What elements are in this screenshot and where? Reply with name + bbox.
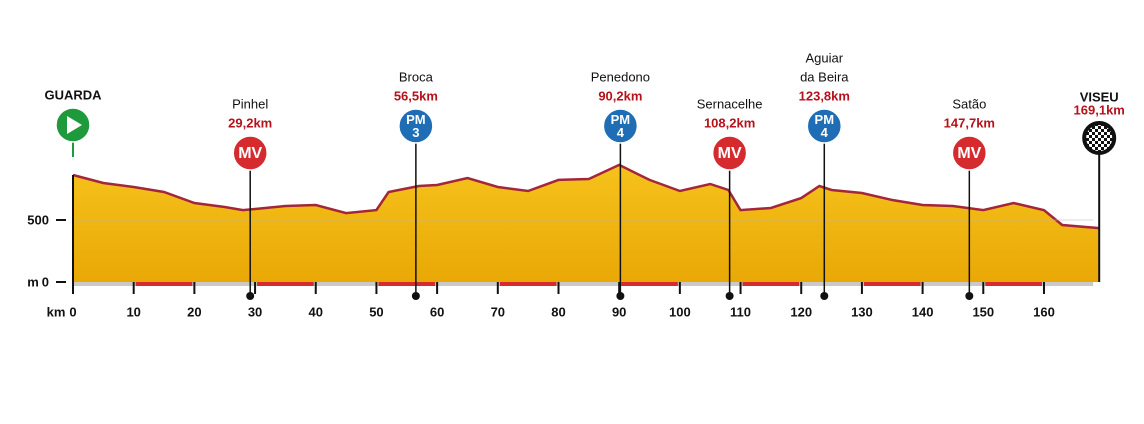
profile-area <box>73 164 1100 282</box>
checkpoint: PM4 123,8km da Beira Aguiar <box>799 50 850 300</box>
badge-text: 3 <box>412 125 419 140</box>
x-axis-segment <box>985 282 1042 286</box>
checkpoint-km: 169,1km <box>1074 102 1125 117</box>
x-tick-label: 70 <box>491 304 505 319</box>
x-tick-label: 30 <box>248 304 262 319</box>
start-icon <box>67 116 82 134</box>
checkpoint: MV 147,7km Satão <box>944 96 995 300</box>
badge-text: PM <box>815 112 835 127</box>
checkpoint-name: Broca <box>399 69 434 84</box>
x-tick-label: 160 <box>1033 304 1055 319</box>
checkpoint-name: Pinhel <box>232 96 268 111</box>
checkpoint-name: Satão <box>952 96 986 111</box>
x-tick-label: 60 <box>430 304 444 319</box>
checkpoint-km: 108,2km <box>704 115 755 130</box>
checkpoint-badge <box>1082 121 1117 155</box>
x-tick-label: 150 <box>972 304 994 319</box>
checkpoint: MV 108,2km Sernacelhe <box>697 96 763 300</box>
x-axis-band <box>73 282 1094 286</box>
checkpoint-badge <box>398 108 434 144</box>
x-axis-segment <box>499 282 557 286</box>
checkpoint-dot <box>411 292 420 300</box>
checkpoint-badge <box>602 108 639 144</box>
y-tick-label: 0 <box>42 274 49 289</box>
x-tick-label: 120 <box>790 304 812 319</box>
x-axis-segment <box>135 282 193 286</box>
checkpoint-dot <box>725 292 734 300</box>
checkpoint-name: Aguiar <box>806 50 844 65</box>
x-tick-label: 40 <box>309 304 323 319</box>
checkpoint-badge <box>232 135 268 171</box>
checkpoint-km: 56,5km <box>394 88 438 103</box>
x-tick-label: 10 <box>126 304 140 319</box>
checkpoint: PM4 90,2km Penedono <box>591 69 650 300</box>
x-axis-segment <box>742 282 800 286</box>
badge-text: MV <box>238 145 262 162</box>
x-tick-label: 130 <box>851 304 873 319</box>
checkpoint-km: 147,7km <box>944 115 995 130</box>
checkpoint-name: VISEU <box>1080 89 1119 104</box>
y-axis-label: m <box>27 274 39 289</box>
x-tick-label: 90 <box>612 304 626 319</box>
badge-text: MV <box>718 145 742 162</box>
badge-text: PM <box>406 112 426 127</box>
checkpoint-name: da Beira <box>800 69 849 84</box>
checkpoint-name: Sernacelhe <box>697 96 763 111</box>
x-axis-segment <box>257 282 314 286</box>
checkpoint-badge <box>806 108 843 144</box>
checkpoint: GUARDA <box>44 87 102 157</box>
checkpoint-badge <box>951 135 988 171</box>
badge-text: 4 <box>617 125 625 140</box>
badge-text: 4 <box>821 125 829 140</box>
checkpoint-dot <box>965 292 974 300</box>
profile-line <box>72 163 1100 230</box>
checkpoint-km: 90,2km <box>598 88 642 103</box>
x-tick-label: 80 <box>551 304 565 319</box>
checkpoint-dot <box>246 292 255 300</box>
checkpoint-name: Penedono <box>591 69 650 84</box>
x-axis-segment <box>621 282 678 286</box>
checkpoint-name: GUARDA <box>44 87 102 102</box>
checkpoint-dot <box>820 292 829 300</box>
x-tick-label: 100 <box>669 304 691 319</box>
x-tick-label: 0 <box>69 304 76 319</box>
x-axis-segment <box>863 282 921 286</box>
x-tick-label: 110 <box>730 304 751 319</box>
checkpoint-km: 29,2km <box>228 115 272 130</box>
checkpoint-dot <box>616 292 625 300</box>
x-tick-label: 20 <box>187 304 201 319</box>
badge-text: MV <box>957 145 981 162</box>
x-axis-label: km <box>47 304 66 319</box>
checkpoint-km: 123,8km <box>799 88 850 103</box>
x-axis-segment <box>378 282 436 286</box>
checkpoint: PM3 56,5km Broca <box>394 69 438 300</box>
checkpoint: MV 29,2km Pinhel <box>228 96 272 300</box>
x-tick-label: 50 <box>369 304 383 319</box>
checkpoint-badge <box>711 135 748 171</box>
y-tick-label: 500 <box>27 212 49 227</box>
x-tick-label: 140 <box>912 304 934 319</box>
badge-text: PM <box>611 112 631 127</box>
